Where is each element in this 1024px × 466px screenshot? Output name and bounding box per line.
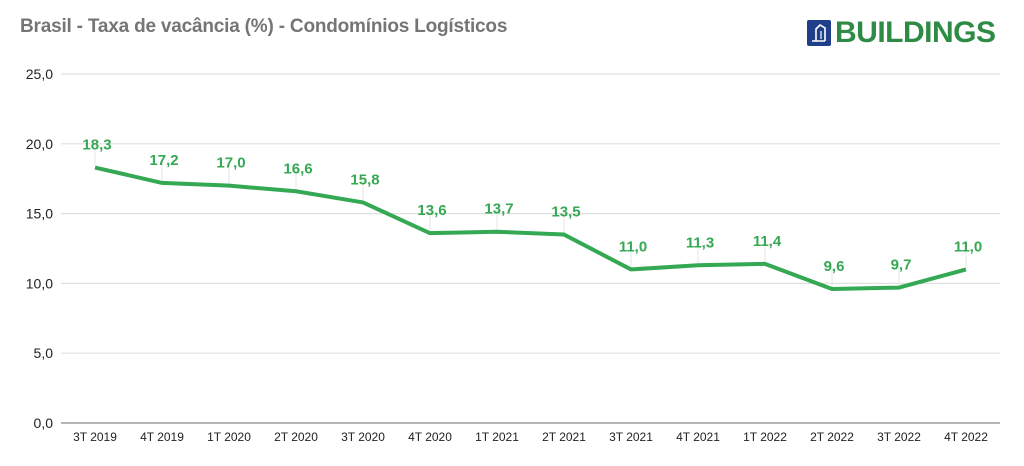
data-label: 13,6 [417,202,446,219]
x-tick-label: 3T 2021 [609,430,653,444]
x-tick-label: 4T 2020 [408,430,452,444]
data-label: 11,4 [753,233,782,250]
x-tick-label: 1T 2021 [475,430,519,444]
data-label: 13,7 [484,201,513,218]
building-icon [807,20,831,46]
data-label: 13,5 [551,204,580,221]
y-axis-ticks: 0,0 5,0 10,0 15,0 20,0 25,0 [26,66,53,431]
data-label: 16,6 [283,160,312,177]
x-tick-label: 4T 2022 [944,430,988,444]
logo-text: BUILDINGS [835,16,996,49]
x-tick-label: 2T 2021 [542,430,586,444]
y-tick-label: 25,0 [26,66,53,82]
x-tick-label: 3T 2022 [877,430,921,444]
y-tick-label: 20,0 [26,136,53,152]
buildings-logo: BUILDINGS [807,17,996,49]
x-tick-label: 3T 2020 [341,430,385,444]
x-tick-label: 2T 2022 [810,430,854,444]
data-label: 17,2 [149,152,178,169]
x-tick-label: 1T 2020 [207,430,251,444]
data-label: 11,0 [619,238,647,255]
data-label: 15,8 [350,171,379,188]
data-labels: 18,3 17,2 17,0 16,6 15,8 13,6 13,7 13,5 11,0 11,3… [82,137,982,275]
data-label: 11,3 [686,234,714,251]
series-line [94,165,967,291]
data-label: 11,0 [954,238,982,255]
x-axis-ticks: 3T 2019 4T 2019 1T 2020 2T 2020 3T 2020 4T 20… [73,430,988,444]
y-tick-label: 10,0 [26,275,53,291]
data-label: 9,7 [891,257,912,274]
data-label: 17,0 [216,155,245,172]
y-tick-label: 5,0 [34,345,54,361]
series-line-path [94,165,967,291]
data-label: 18,3 [82,137,111,154]
label-leader-lines [94,145,967,287]
x-tick-label: 4T 2021 [676,430,720,444]
x-tick-label: 4T 2019 [140,430,184,444]
x-tick-label: 3T 2019 [73,430,117,444]
y-tick-label: 15,0 [26,206,53,222]
data-label: 9,6 [824,258,845,275]
y-tick-label: 0,0 [34,415,54,431]
x-tick-label: 2T 2020 [274,430,318,444]
chart-title: Brasil - Taxa de vacância (%) - Condomín… [20,16,508,37]
x-tick-label: 1T 2022 [743,430,787,444]
grid-lines [61,73,1000,424]
